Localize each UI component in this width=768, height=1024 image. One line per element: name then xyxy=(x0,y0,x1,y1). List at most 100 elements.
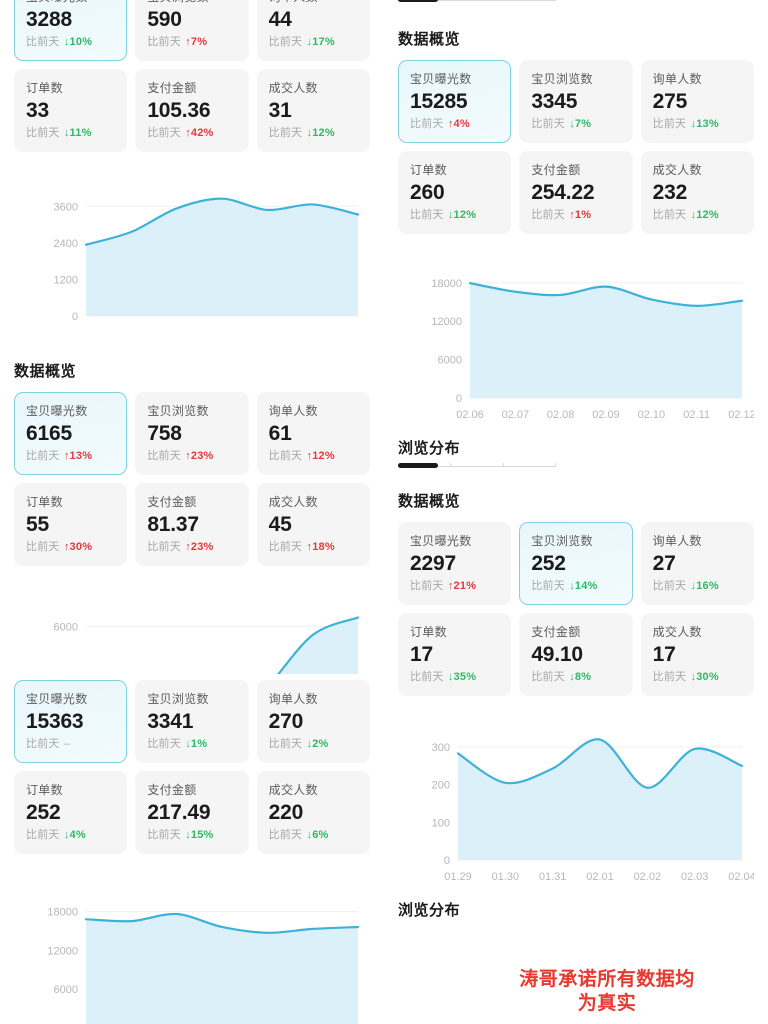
metric-delta: 比前天 ↑7% xyxy=(147,35,237,50)
metric-value: 81.37 xyxy=(147,513,199,536)
metric-label: 询单人数 xyxy=(652,534,702,548)
metric-delta: 比前天 ↓1% xyxy=(147,737,237,752)
compare-prefix-label: 比前天 xyxy=(26,36,63,48)
metric-card[interactable]: 宝贝曝光数 3288 比前天 ↓10% xyxy=(14,0,128,61)
metric-card[interactable]: 成交人数 31 比前天 ↓12% xyxy=(256,69,370,152)
chart-trend-line xyxy=(456,738,744,789)
metric-card[interactable]: 支付金额 105.36 比前天 ↑42% xyxy=(135,69,249,152)
metric-label: 询单人数 xyxy=(268,404,318,418)
chart-area-fill xyxy=(86,198,358,316)
flat-value: – xyxy=(63,738,71,750)
compare-prefix-label: 比前天 xyxy=(26,829,63,841)
metric-delta: 比前天 ↑23% xyxy=(147,449,237,464)
y-axis-tick-label: 2400 xyxy=(54,238,78,250)
metric-label: 成交人数 xyxy=(268,495,318,509)
metric-card[interactable]: 订单数 260 比前天 ↓12% xyxy=(398,151,512,234)
metric-label: 宝贝浏览数 xyxy=(147,404,209,418)
arrow-down-icon-value: ↓15% xyxy=(185,829,214,841)
metric-value: 220 xyxy=(268,801,304,824)
metric-delta: 比前天 ↓14% xyxy=(531,579,621,594)
metric-delta: 比前天 ↑4% xyxy=(410,117,500,132)
arrow-down-icon-value: ↓12% xyxy=(690,209,719,221)
compare-prefix-label: 比前天 xyxy=(147,450,185,462)
metric-label: 支付金额 xyxy=(147,495,197,509)
arrow-up-icon-value: ↑18% xyxy=(306,541,335,553)
metric-card[interactable]: 成交人数 17 比前天 ↓30% xyxy=(640,613,754,696)
metric-delta: 比前天 ↑30% xyxy=(26,540,116,555)
metric-card[interactable]: 支付金额 81.37 比前天 ↑23% xyxy=(135,483,249,566)
metric-card[interactable]: 成交人数 45 比前天 ↑18% xyxy=(256,483,370,566)
rail-thumb[interactable] xyxy=(398,463,438,468)
y-axis-tick-label: 0 xyxy=(444,855,450,867)
arrow-up-icon-value: ↑4% xyxy=(447,118,470,130)
metric-label: 询单人数 xyxy=(652,72,702,86)
tab-label: 浏览分布 xyxy=(398,902,461,919)
metric-value: 252 xyxy=(26,801,61,824)
metric-card[interactable]: 宝贝浏览数 758 比前天 ↑23% xyxy=(135,392,249,475)
metric-value: 15285 xyxy=(410,90,468,113)
metric-card[interactable]: 宝贝曝光数 2297 比前天 ↑21% xyxy=(398,522,512,605)
tab-label: 浏览分布 xyxy=(398,440,461,457)
metric-delta: 比前天 ↑13% xyxy=(26,449,116,464)
metric-card[interactable]: 成交人数 220 比前天 ↓6% xyxy=(256,771,370,854)
chart-area-fill xyxy=(470,283,742,398)
metric-card-grid-left-1: 宝贝曝光数 3288 比前天 ↓10% 宝贝浏览数 590 比前天 ↑7% 询单人数 44 比前… xyxy=(0,0,384,152)
metric-card[interactable]: 宝贝曝光数 6165 比前天 ↑13% xyxy=(14,392,128,475)
metric-label: 成交人数 xyxy=(268,81,318,95)
rail-thumb[interactable] xyxy=(398,0,438,2)
metric-value: 17 xyxy=(652,643,676,666)
metric-card[interactable]: 宝贝曝光数 15285 比前天 ↑4% xyxy=(398,60,512,143)
tab-browse-distribution-1[interactable]: 浏览分布 xyxy=(384,437,768,468)
metric-card[interactable]: 宝贝曝光数 15363 比前天 – xyxy=(14,680,128,763)
y-axis-tick-label: 3600 xyxy=(54,201,78,213)
tab-browse-distribution-2[interactable]: 浏览分布 xyxy=(384,899,768,920)
metric-card[interactable]: 订单数 55 比前天 ↑30% xyxy=(14,483,128,566)
metric-card[interactable]: 支付金额 49.10 比前天 ↓8% xyxy=(519,613,633,696)
metric-card[interactable]: 宝贝浏览数 3345 比前天 ↓7% xyxy=(519,60,633,143)
metric-card[interactable]: 询单人数 27 比前天 ↓16% xyxy=(640,522,754,605)
compare-prefix-label: 比前天 xyxy=(410,671,447,683)
left-column: 宝贝曝光数 3288 比前天 ↓10% 宝贝浏览数 590 比前天 ↑7% 询单人数 44 比前… xyxy=(0,0,384,1024)
metric-value: 590 xyxy=(147,8,182,31)
x-axis-tick-label: 02.03 xyxy=(681,871,709,883)
y-axis-tick-label: 12000 xyxy=(47,945,78,957)
chart-trend-line xyxy=(277,616,360,674)
y-axis-tick-label: 18000 xyxy=(47,906,78,918)
x-axis-tick-label: 02.04 xyxy=(728,871,754,883)
arrow-up-icon-value: ↑7% xyxy=(185,36,208,48)
metric-delta: 比前天 ↑23% xyxy=(147,540,237,555)
metric-label: 支付金额 xyxy=(531,163,581,177)
metric-label: 订单数 xyxy=(26,81,63,95)
metric-label: 成交人数 xyxy=(652,625,702,639)
metric-card[interactable]: 成交人数 232 比前天 ↓12% xyxy=(640,151,754,234)
compare-prefix-label: 比前天 xyxy=(147,127,185,139)
compare-prefix-label: 比前天 xyxy=(410,209,447,221)
metric-card[interactable]: 宝贝浏览数 3341 比前天 ↓1% xyxy=(135,680,249,763)
metric-card[interactable]: 询单人数 44 比前天 ↓17% xyxy=(256,0,370,61)
metric-card[interactable]: 询单人数 275 比前天 ↓13% xyxy=(640,60,754,143)
arrow-down-icon-value: ↓16% xyxy=(690,580,719,592)
area-chart-svg: 0 1200 2400 3600 xyxy=(54,197,360,323)
metric-delta: 比前天 ↑42% xyxy=(147,126,237,141)
metric-label: 询单人数 xyxy=(268,692,318,706)
scroll-rail-top[interactable] xyxy=(384,0,768,8)
arrow-down-icon-value: ↓8% xyxy=(569,671,592,683)
metric-delta: 比前天 ↓13% xyxy=(653,117,743,132)
scroll-rail[interactable] xyxy=(398,463,556,468)
metric-card[interactable]: 订单数 17 比前天 ↓35% xyxy=(398,613,512,696)
metric-card[interactable]: 支付金额 254.22 比前天 ↑1% xyxy=(519,151,633,234)
y-axis-tick-label: 6000 xyxy=(54,984,78,996)
y-axis-tick-label: 0 xyxy=(456,393,462,405)
trend-chart-left-1: 0 1200 2400 3600 xyxy=(0,174,384,334)
arrow-down-icon-value: ↓14% xyxy=(569,580,598,592)
metric-card[interactable]: 询单人数 270 比前天 ↓2% xyxy=(256,680,370,763)
compare-prefix-label: 比前天 xyxy=(652,118,690,130)
metric-card[interactable]: 宝贝浏览数 252 比前天 ↓14% xyxy=(519,522,633,605)
metric-card[interactable]: 支付金额 217.49 比前天 ↓15% xyxy=(135,771,249,854)
metric-card[interactable]: 询单人数 61 比前天 ↑12% xyxy=(256,392,370,475)
metric-card[interactable]: 订单数 33 比前天 ↓11% xyxy=(14,69,128,152)
x-axis-tick-label: 02.12 xyxy=(728,409,754,421)
metric-card[interactable]: 订单数 252 比前天 ↓4% xyxy=(14,771,128,854)
y-axis-tick-label: 0 xyxy=(72,311,78,323)
metric-card[interactable]: 宝贝浏览数 590 比前天 ↑7% xyxy=(135,0,249,61)
